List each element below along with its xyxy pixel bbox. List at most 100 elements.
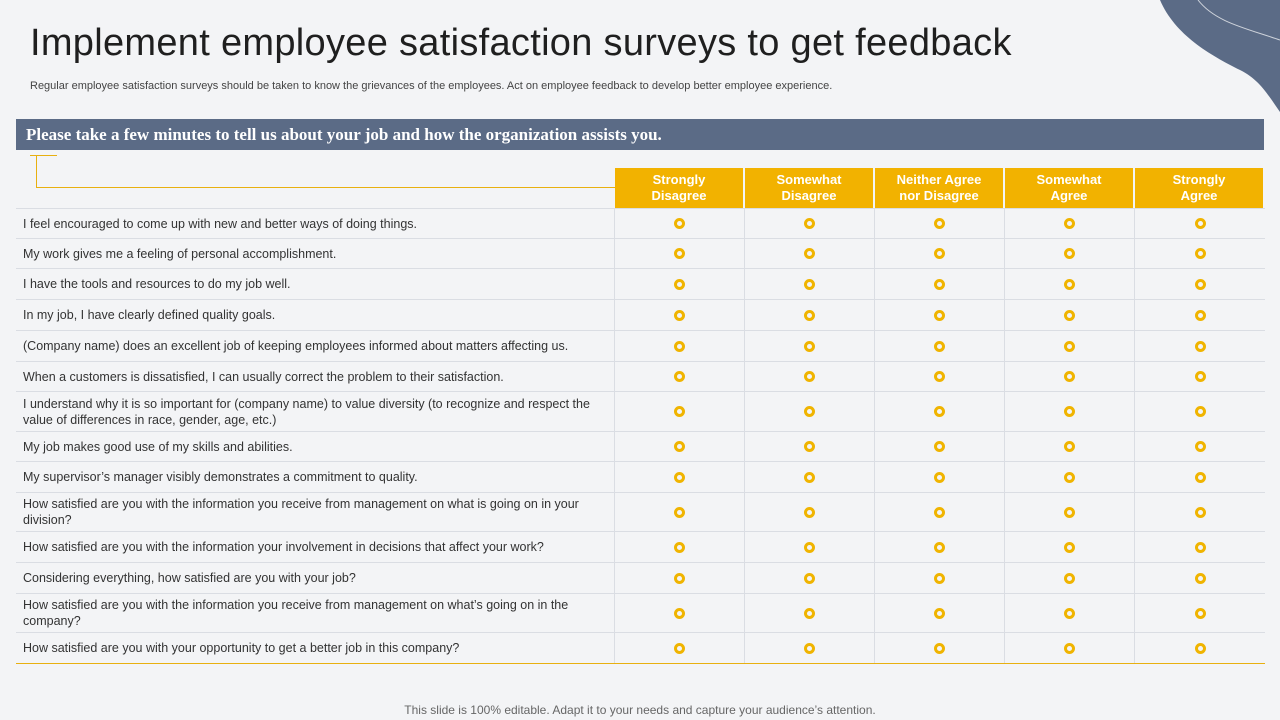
rating-radio-4[interactable] [1064,371,1075,382]
rating-cell [1005,493,1135,531]
rating-radio-1[interactable] [674,607,685,619]
rating-radio-4[interactable] [1064,248,1075,259]
rating-cell [1135,239,1265,268]
rating-radio-3[interactable] [934,471,945,483]
rating-radio-1[interactable] [674,642,685,654]
rating-radio-2[interactable] [804,572,815,584]
rating-radio-2[interactable] [804,607,815,619]
rating-cell [1135,633,1265,663]
rating-radio-5[interactable] [1194,572,1206,584]
question-text: Considering everything, how satisfied ar… [16,563,615,593]
rating-cell [745,594,875,632]
rating-radio-2[interactable] [804,506,815,518]
rating-radio-1[interactable] [674,541,685,553]
rating-radio-5[interactable] [1194,506,1206,518]
rating-cell [745,269,875,299]
rating-radio-4[interactable] [1064,607,1075,619]
rating-cell [875,362,1005,391]
rating-radio-3[interactable] [934,371,945,382]
rating-radio-5[interactable] [1194,471,1206,483]
rating-radio-1[interactable] [674,371,685,382]
rating-radio-5[interactable] [1194,309,1206,321]
rating-radio-1[interactable] [674,506,685,518]
rating-radio-1[interactable] [674,278,685,290]
rating-radio-4[interactable] [1064,471,1075,483]
rating-radio-1[interactable] [674,309,685,321]
rating-radio-3[interactable] [934,441,945,452]
survey-row: My work gives me a feeling of personal a… [16,239,1265,269]
rating-radio-4[interactable] [1064,309,1075,321]
rating-radio-5[interactable] [1194,406,1206,417]
rating-radio-4[interactable] [1064,278,1075,290]
rating-radio-4[interactable] [1064,406,1075,417]
rating-cell [875,633,1005,663]
rating-radio-1[interactable] [674,572,685,584]
rating-radio-2[interactable] [804,309,815,321]
rating-radio-2[interactable] [804,278,815,290]
rating-cell [1135,392,1265,431]
rating-cell [875,300,1005,330]
column-header-neither: Neither Agree nor Disagree [875,168,1003,208]
rating-cell [745,331,875,361]
survey-row: When a customers is dissatisfied, I can … [16,362,1265,392]
rating-radio-1[interactable] [674,471,685,483]
rating-radio-5[interactable] [1194,441,1206,452]
rating-cell [615,493,745,531]
rating-radio-2[interactable] [804,406,815,417]
rating-radio-5[interactable] [1194,642,1206,654]
rating-radio-4[interactable] [1064,572,1075,584]
rating-radio-5[interactable] [1194,607,1206,619]
rating-cell [875,392,1005,431]
rating-cell [875,493,1005,531]
column-header-somewhat-disagree: Somewhat Disagree [745,168,873,208]
rating-radio-3[interactable] [934,340,945,352]
rating-radio-4[interactable] [1064,541,1075,553]
rating-radio-5[interactable] [1194,278,1206,290]
rating-radio-1[interactable] [674,218,685,229]
rating-radio-5[interactable] [1194,218,1206,229]
rating-radio-3[interactable] [934,248,945,259]
rating-cell [1135,331,1265,361]
rating-cell [615,432,745,461]
rating-radio-3[interactable] [934,506,945,518]
rating-radio-5[interactable] [1194,541,1206,553]
rating-radio-5[interactable] [1194,340,1206,352]
rating-radio-1[interactable] [674,248,685,259]
question-text: How satisfied are you with the informati… [16,532,615,562]
rating-radio-2[interactable] [804,340,815,352]
rating-cell [1135,563,1265,593]
rating-radio-4[interactable] [1064,340,1075,352]
rating-radio-3[interactable] [934,406,945,417]
rating-cell [615,633,745,663]
question-text: I have the tools and resources to do my … [16,269,615,299]
rating-radio-3[interactable] [934,218,945,229]
rating-radio-5[interactable] [1194,248,1206,259]
rating-radio-3[interactable] [934,278,945,290]
rating-radio-3[interactable] [934,642,945,654]
footer-note: This slide is 100% editable. Adapt it to… [404,703,876,717]
rating-radio-4[interactable] [1064,506,1075,518]
rating-radio-2[interactable] [804,541,815,553]
rating-radio-2[interactable] [804,642,815,654]
rating-radio-2[interactable] [804,371,815,382]
rating-radio-5[interactable] [1194,371,1206,382]
rating-radio-1[interactable] [674,340,685,352]
rating-cell [1135,493,1265,531]
rating-radio-2[interactable] [804,471,815,483]
rating-radio-2[interactable] [804,248,815,259]
rating-radio-4[interactable] [1064,441,1075,452]
rating-cell [875,209,1005,238]
survey-row: My supervisor’s manager visibly demonstr… [16,462,1265,493]
rating-radio-2[interactable] [804,441,815,452]
rating-radio-3[interactable] [934,309,945,321]
rating-radio-2[interactable] [804,218,815,229]
rating-radio-3[interactable] [934,607,945,619]
rating-cell [745,633,875,663]
rating-radio-4[interactable] [1064,218,1075,229]
survey-row: How satisfied are you with the informati… [16,493,1265,532]
rating-radio-3[interactable] [934,572,945,584]
rating-radio-3[interactable] [934,541,945,553]
rating-radio-1[interactable] [674,406,685,417]
rating-radio-4[interactable] [1064,642,1075,654]
rating-radio-1[interactable] [674,441,685,452]
